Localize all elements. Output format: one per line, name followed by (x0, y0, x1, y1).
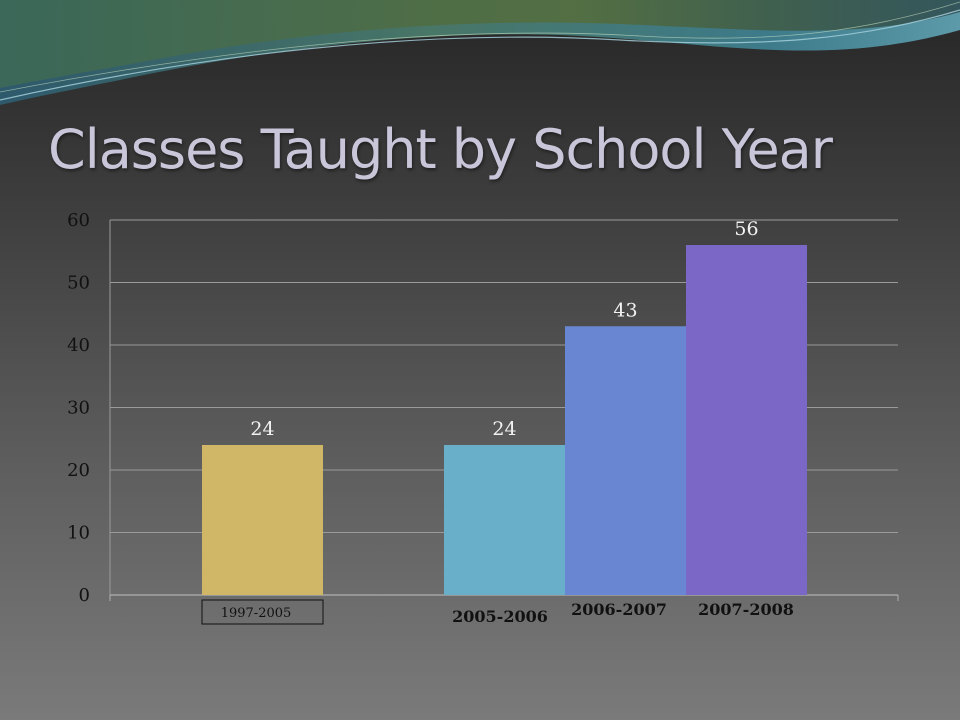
category-label: 2007-2008 (698, 600, 794, 619)
data-label: 56 (734, 218, 758, 240)
data-label: 43 (613, 299, 637, 321)
category-label: 2005-2006 (452, 607, 548, 626)
bar-1997-2005 (202, 445, 323, 595)
bar-2007-2008 (686, 245, 807, 595)
bars (202, 245, 807, 595)
y-tick-label: 40 (67, 335, 90, 356)
y-tick-label: 60 (67, 210, 90, 231)
y-tick-label: 0 (79, 585, 90, 606)
decorative-wave-banner (0, 0, 960, 105)
y-tick-label: 30 (67, 398, 90, 419)
category-label-box (201, 599, 324, 625)
y-tick-label: 50 (67, 273, 90, 294)
data-label: 24 (492, 418, 516, 440)
slide-title: Classes Taught by School Year (48, 118, 833, 181)
labels: 24 24 43 56 1997-2005 2005-2006 2006-2007 2007-… (201, 218, 794, 626)
bar-2005-2006 (444, 445, 565, 595)
category-label: 1997-2005 (221, 606, 292, 621)
bar-2006-2007 (565, 326, 686, 595)
data-label: 24 (250, 418, 274, 440)
category-label: 2006-2007 (571, 600, 667, 619)
y-tick-label: 10 (67, 523, 90, 544)
y-tick-label: 20 (67, 460, 90, 481)
